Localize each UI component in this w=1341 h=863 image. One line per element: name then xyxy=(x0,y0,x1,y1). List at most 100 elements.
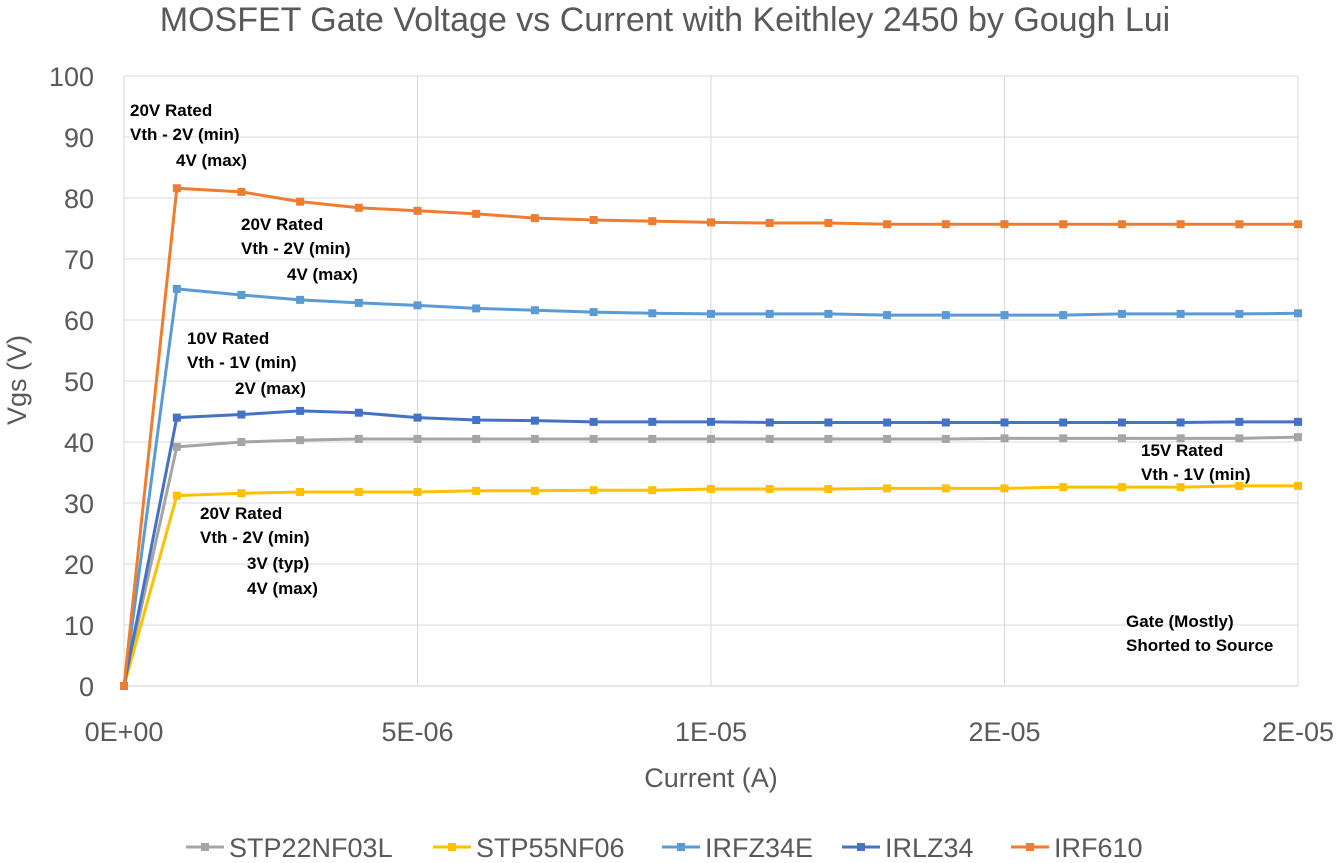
annotation-line: Vth - 1V (min) xyxy=(187,353,297,372)
legend-swatch-marker xyxy=(677,843,685,851)
data-point xyxy=(941,434,950,443)
annotation-line: 20V Rated xyxy=(130,101,212,120)
data-point xyxy=(1117,434,1126,443)
annotation-irlz34-note: 10V Rated Vth - 1V (min) 2V (max) xyxy=(187,329,306,398)
y-tick-label: 50 xyxy=(64,367,94,397)
legend-swatch-marker xyxy=(1026,843,1034,851)
legend-label: IRLZ34 xyxy=(885,833,974,863)
legend-swatch-marker xyxy=(448,843,456,851)
legend-item-irf610: IRF610 xyxy=(1011,833,1143,863)
y-axis-ticks: 0 10 20 30 40 50 60 70 80 90 100 xyxy=(49,62,94,702)
data-point xyxy=(1235,434,1244,443)
data-point xyxy=(172,442,181,451)
data-point xyxy=(237,187,246,196)
series-irlz34 xyxy=(120,406,1302,690)
y-tick-label: 20 xyxy=(64,550,94,580)
legend-label: STP22NF03L xyxy=(229,833,393,863)
data-point xyxy=(530,306,539,315)
data-point xyxy=(941,220,950,229)
annotation-irfz34e-note: 20V Rated Vth - 2V (min) 4V (max) xyxy=(241,215,358,284)
data-point xyxy=(296,436,305,445)
data-point xyxy=(883,484,892,493)
data-point xyxy=(1176,483,1185,492)
data-point xyxy=(237,438,246,446)
data-point xyxy=(883,220,892,229)
data-point xyxy=(354,488,363,497)
data-point xyxy=(883,418,892,427)
data-point xyxy=(824,418,833,427)
data-point xyxy=(589,434,598,443)
data-point xyxy=(530,416,539,425)
data-point xyxy=(765,309,774,318)
data-point xyxy=(237,290,246,299)
data-point xyxy=(1059,220,1068,229)
series-irf610 xyxy=(120,184,1302,690)
data-point xyxy=(472,209,481,218)
data-point xyxy=(824,309,833,318)
annotation-line: 4V (max) xyxy=(176,151,247,170)
data-point xyxy=(354,408,363,417)
data-point xyxy=(589,486,598,495)
y-tick-label: 80 xyxy=(64,184,94,214)
data-point xyxy=(1176,418,1185,427)
data-point xyxy=(1294,309,1302,318)
annotation-line: 20V Rated xyxy=(241,215,323,234)
legend-item-stp55nf06: STP55NF06 xyxy=(433,833,625,863)
annotation-line: 15V Rated xyxy=(1141,441,1223,460)
annotation-irf610-note: 20V Rated Vth - 2V (min) 4V (max) xyxy=(130,101,247,170)
data-point xyxy=(1176,309,1185,318)
data-point xyxy=(237,410,246,419)
data-point xyxy=(296,488,305,497)
data-point xyxy=(1235,220,1244,229)
data-point xyxy=(589,417,598,426)
legend-swatch-marker xyxy=(857,843,865,851)
data-point xyxy=(1117,483,1126,492)
data-point xyxy=(765,418,774,427)
data-point xyxy=(530,486,539,495)
data-point xyxy=(1059,434,1068,443)
data-point xyxy=(354,298,363,307)
data-point xyxy=(941,418,950,427)
legend-swatch-marker xyxy=(201,843,209,851)
data-point xyxy=(589,308,598,317)
data-point xyxy=(1059,311,1068,320)
data-point xyxy=(1117,309,1126,318)
annotation-line: 4V (max) xyxy=(287,265,358,284)
legend-item-irfz34e: IRFZ34E xyxy=(662,833,813,863)
annotation-line: Vth - 1V (min) xyxy=(1141,465,1251,484)
data-point xyxy=(1294,417,1302,426)
data-point xyxy=(1000,418,1009,427)
data-point xyxy=(237,489,246,498)
data-point xyxy=(707,218,715,227)
data-point xyxy=(296,295,305,304)
x-tick-label: 2E-05 xyxy=(1262,717,1334,747)
x-tick-label: 2E-05 xyxy=(968,717,1040,747)
data-point xyxy=(1117,418,1126,427)
annotation-line: 10V Rated xyxy=(187,329,269,348)
data-point xyxy=(707,309,715,318)
annotation-line: Vth - 2V (min) xyxy=(200,528,310,547)
data-point xyxy=(765,434,774,443)
data-point xyxy=(1000,311,1009,320)
data-point xyxy=(472,416,481,425)
data-point xyxy=(1176,220,1185,229)
y-tick-label: 60 xyxy=(64,306,94,336)
annotation-line: 4V (max) xyxy=(247,579,318,598)
data-point xyxy=(1000,220,1009,229)
data-point xyxy=(1176,434,1185,443)
data-point xyxy=(648,417,657,426)
data-point xyxy=(530,434,539,443)
data-point xyxy=(707,484,715,493)
chart-title: MOSFET Gate Voltage vs Current with Keit… xyxy=(160,1,1170,39)
data-point xyxy=(765,484,774,493)
data-point xyxy=(354,434,363,443)
data-point xyxy=(1294,433,1302,442)
data-point xyxy=(824,219,833,228)
data-point xyxy=(648,434,657,443)
data-point xyxy=(296,406,305,415)
annotation-line: Shorted to Source xyxy=(1126,636,1273,655)
annotation-origin-note: Gate (Mostly) Shorted to Source xyxy=(1126,612,1273,655)
data-point xyxy=(648,309,657,318)
data-point xyxy=(1117,220,1126,229)
x-tick-label: 5E-06 xyxy=(381,717,453,747)
